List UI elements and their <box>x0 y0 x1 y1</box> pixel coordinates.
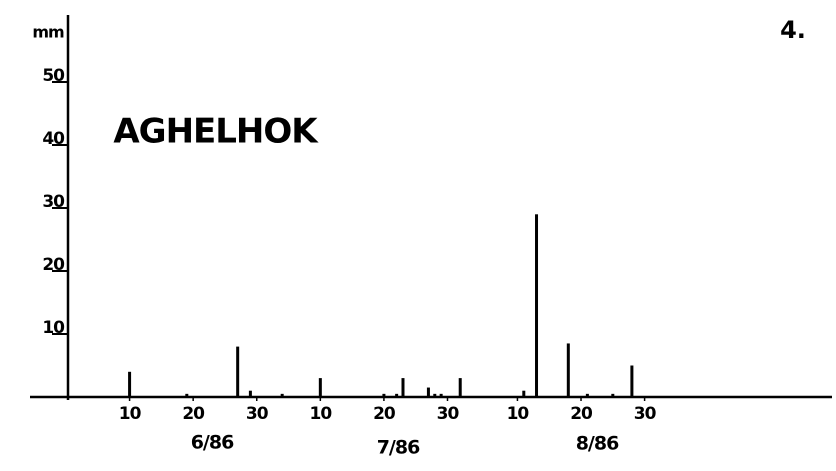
x-tick-label: 10 <box>309 404 332 424</box>
bar <box>248 390 252 397</box>
bar <box>566 343 570 397</box>
bar <box>522 390 526 397</box>
bar <box>630 365 634 397</box>
bar <box>426 387 430 397</box>
bar <box>128 371 132 397</box>
x-tick-label: 10 <box>507 404 530 424</box>
month-label: 6/86 <box>191 432 234 454</box>
bar <box>236 346 240 397</box>
bar <box>433 393 437 397</box>
x-tick-label: 30 <box>634 404 657 424</box>
bar <box>585 393 589 397</box>
bar <box>185 393 189 397</box>
y-axis-label: mm <box>32 23 64 42</box>
month-label: 8/86 <box>576 433 619 455</box>
bar <box>611 393 615 397</box>
x-tick-label: 30 <box>437 404 460 424</box>
bar <box>318 378 322 397</box>
month-label: 7/86 <box>377 437 420 459</box>
bar <box>382 393 386 397</box>
x-tick-label: 30 <box>246 404 269 424</box>
bar <box>280 393 284 397</box>
bar <box>535 214 539 397</box>
x-tick-label: 10 <box>119 404 142 424</box>
bar <box>458 378 462 397</box>
bar <box>401 378 405 397</box>
chart-title: AGHELHOK <box>113 112 319 152</box>
x-tick-label: 20 <box>182 404 205 424</box>
bar <box>395 393 399 397</box>
x-tick-label: 20 <box>570 404 593 424</box>
figure-number: 4. <box>780 16 806 44</box>
bar <box>439 393 443 397</box>
x-tick-label: 20 <box>373 404 396 424</box>
